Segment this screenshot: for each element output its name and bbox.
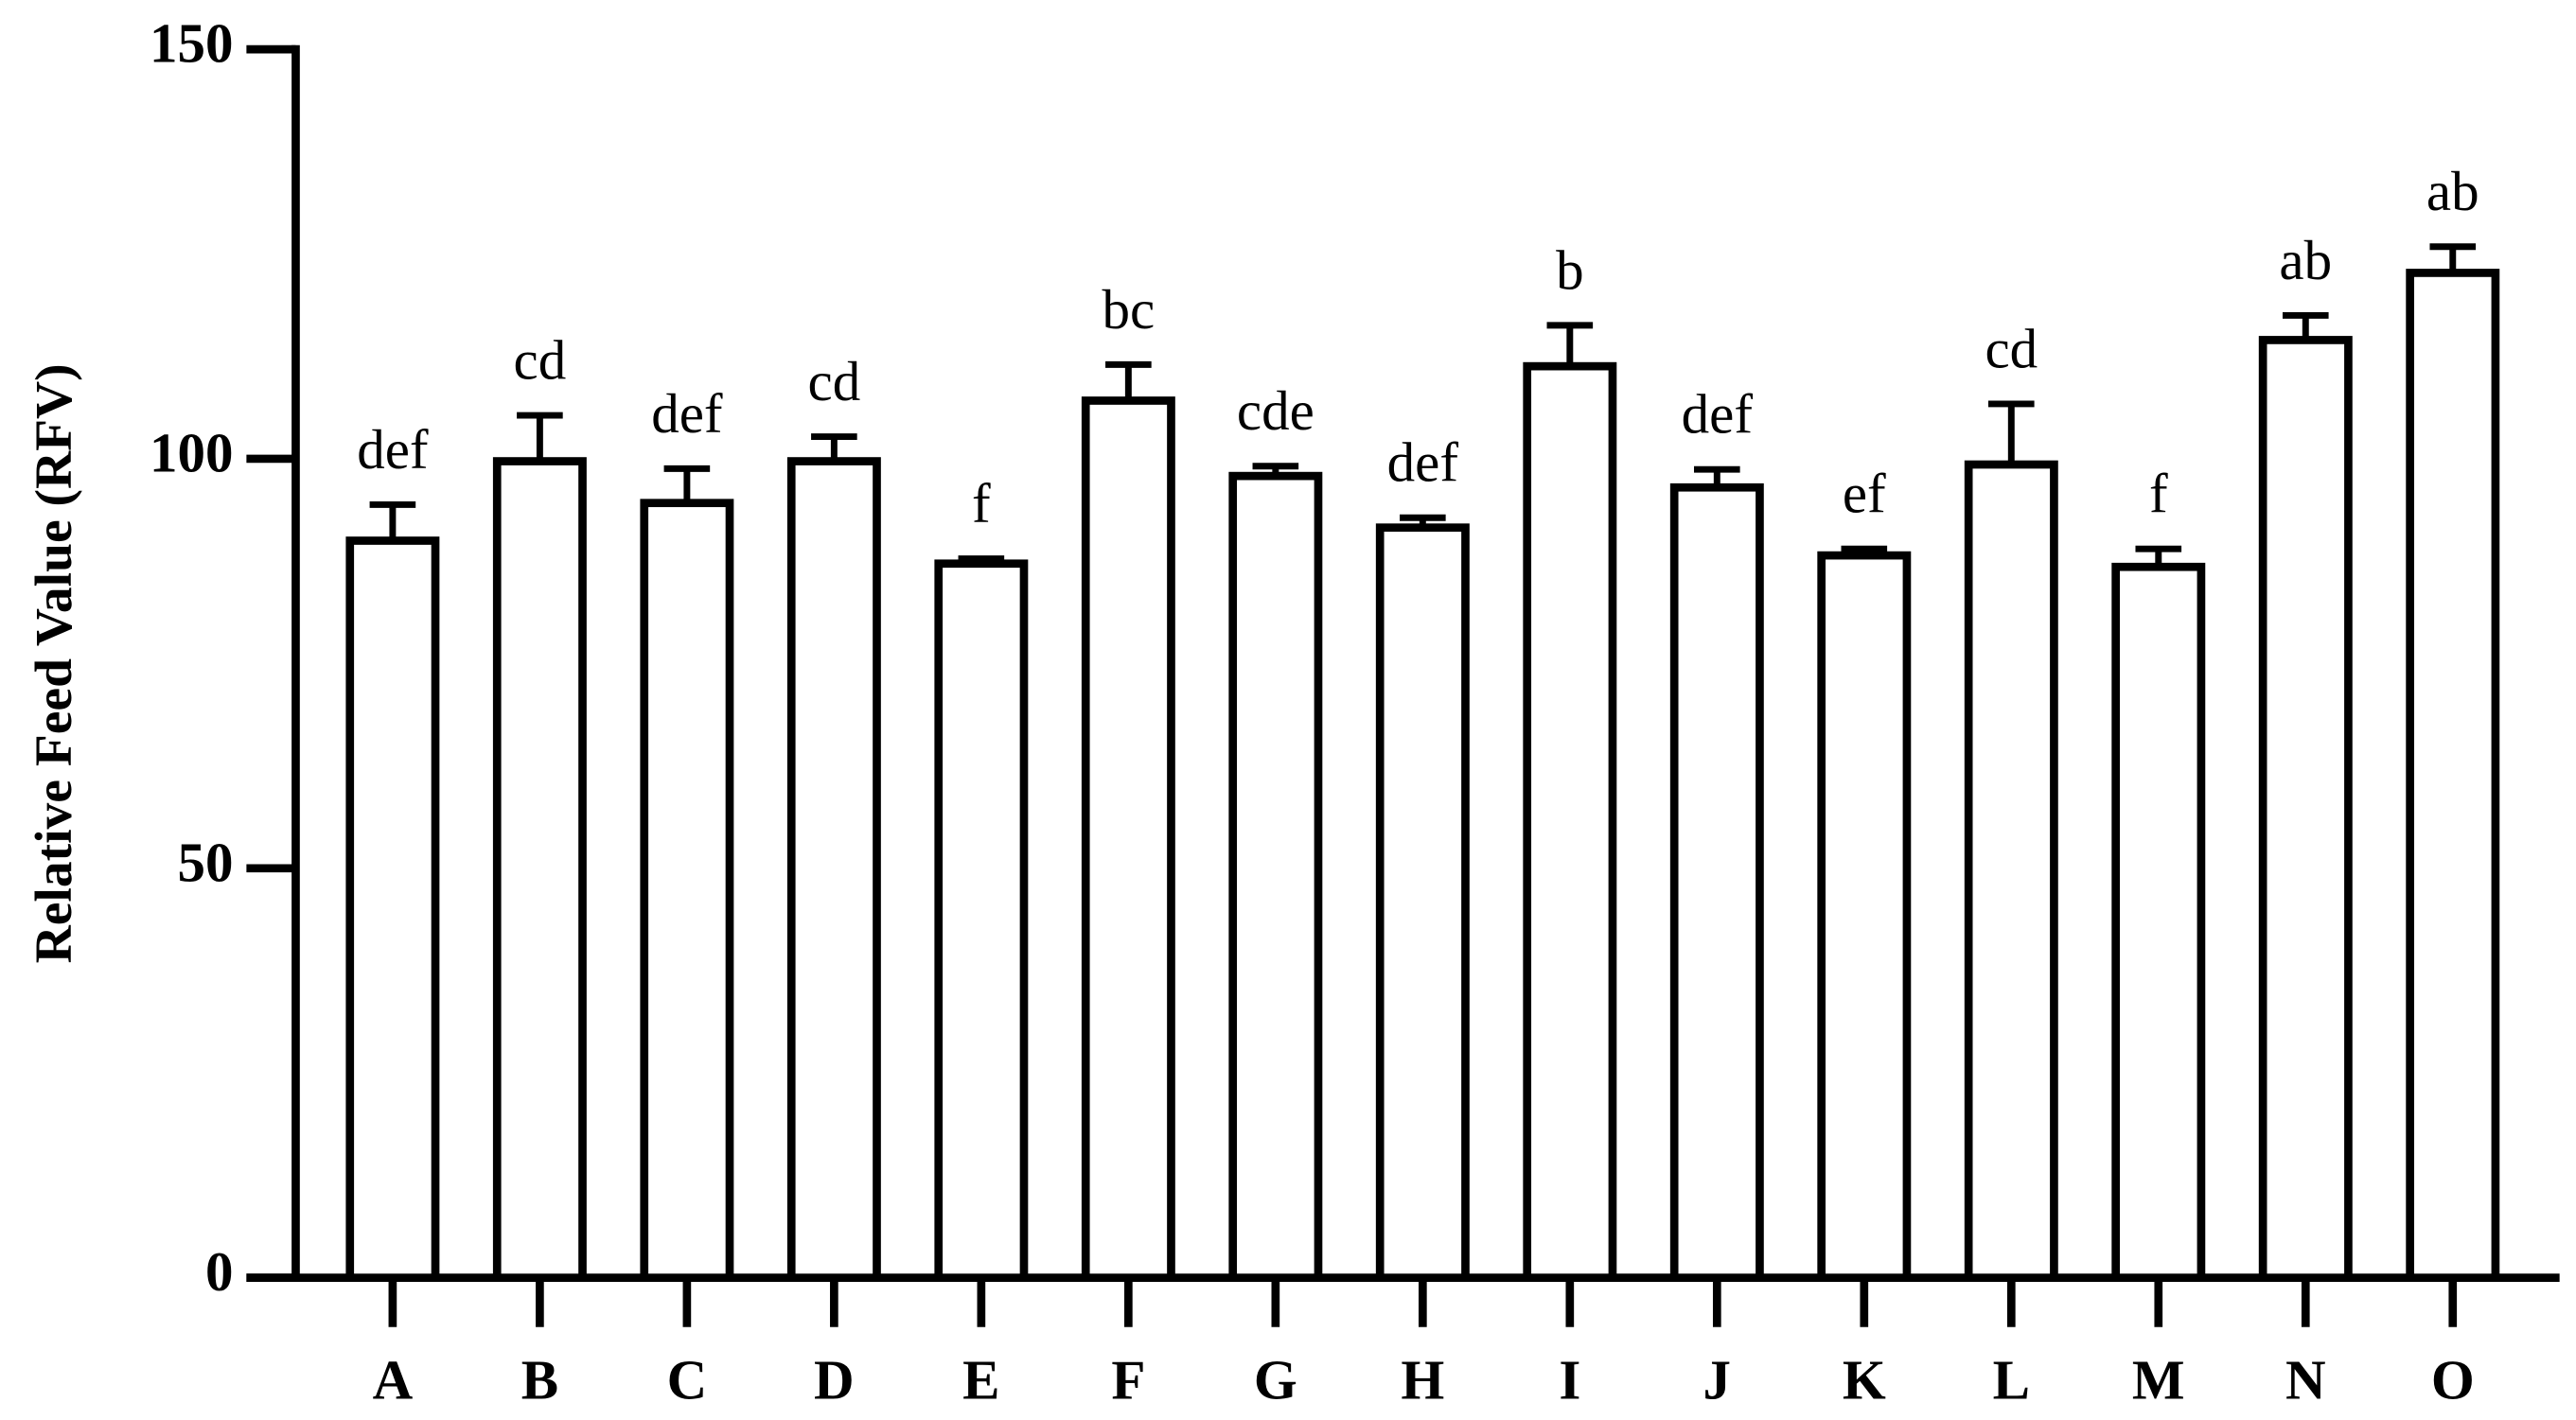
group-label: ab (2279, 229, 2332, 291)
y-axis-label: Relative Feed Value (RFV) (25, 363, 83, 963)
bar (1964, 460, 2058, 1282)
x-tick-label: D (814, 1349, 855, 1411)
x-tick-label: C (667, 1349, 708, 1411)
x-tick-label: N (2285, 1349, 2326, 1411)
x-tick-label: M (2132, 1349, 2185, 1411)
bar (934, 559, 1029, 1282)
group-label: f (972, 472, 991, 535)
bar (1817, 551, 1912, 1282)
x-tick-label: J (1703, 1349, 1732, 1411)
bar (1081, 396, 1175, 1282)
y-tick-label: 50 (177, 831, 233, 893)
y-tick-label: 150 (150, 12, 234, 75)
group-label: cd (808, 350, 861, 412)
x-tick-label: K (1843, 1349, 1886, 1411)
x-tick-label: I (1559, 1349, 1580, 1411)
x-tick-label: B (521, 1349, 558, 1411)
group-label: def (357, 418, 429, 481)
x-tick-label: F (1111, 1349, 1145, 1411)
group-label: f (2149, 463, 2168, 525)
bar (1228, 471, 1323, 1282)
x-tick-label: H (1401, 1349, 1444, 1411)
group-label: ab (2426, 160, 2479, 222)
bar (1375, 523, 1470, 1282)
x-tick-label: L (1993, 1349, 2030, 1411)
y-tick-label: 0 (205, 1240, 234, 1303)
group-label: cde (1237, 379, 1314, 442)
group-label: b (1556, 238, 1584, 301)
x-tick-label: O (2431, 1349, 2475, 1411)
bar (786, 457, 881, 1282)
bar (1523, 361, 1617, 1282)
bar (640, 499, 734, 1282)
bar (345, 536, 440, 1282)
x-tick-label: E (962, 1349, 999, 1411)
group-label: bc (1102, 278, 1155, 341)
group-label: def (1387, 431, 1459, 494)
group-label: cd (1985, 317, 2038, 379)
bar (2111, 562, 2206, 1282)
group-label: ef (1843, 463, 1886, 525)
group-label: def (651, 382, 723, 445)
group-label: def (1682, 383, 1754, 446)
bar (2406, 269, 2500, 1282)
x-tick-label: G (1254, 1349, 1297, 1411)
bar (492, 457, 587, 1282)
bar (1669, 482, 1764, 1282)
y-tick-label: 100 (150, 422, 234, 484)
x-tick-label: A (373, 1349, 414, 1411)
group-label: cd (514, 329, 567, 392)
bar (2258, 336, 2353, 1282)
